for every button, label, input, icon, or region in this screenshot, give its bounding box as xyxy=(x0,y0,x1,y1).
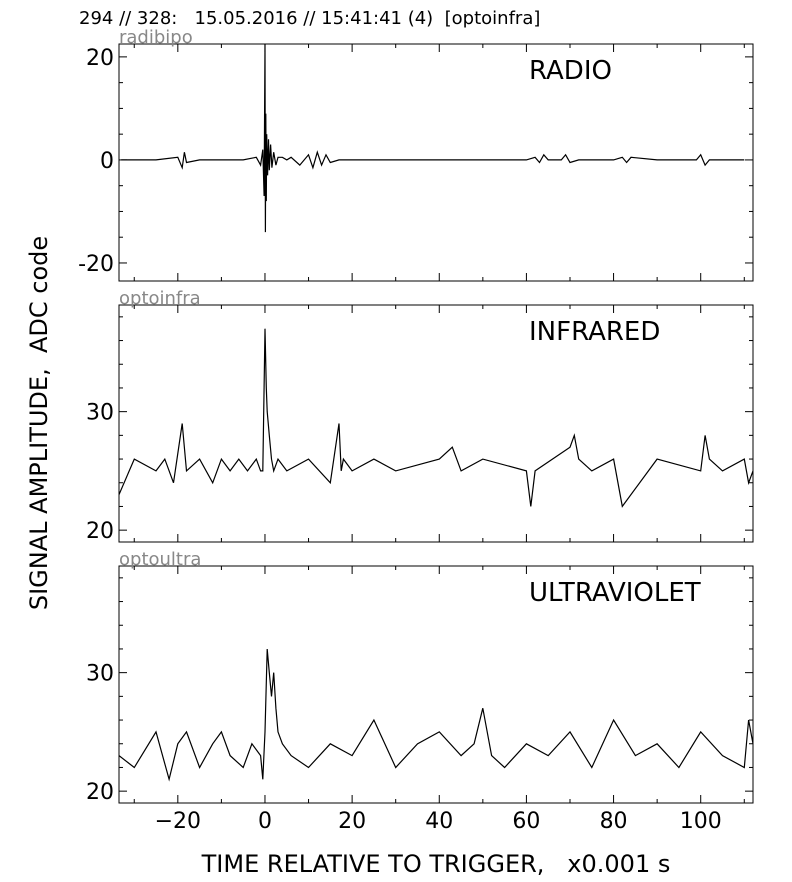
panel-infrared-series-line xyxy=(119,328,753,508)
panel-ultraviolet-ytick-label: 30 xyxy=(86,662,114,687)
xtick-label: 20 xyxy=(338,809,366,834)
xtick-label: 80 xyxy=(600,809,628,834)
panel-radio-ytick-label: -20 xyxy=(78,252,114,277)
chart-header: 294 // 328: 15.05.2016 // 15:41:41 (4) [… xyxy=(79,8,541,29)
panel-ultraviolet-channel-label: optoultra xyxy=(119,549,201,570)
xtick-label: −20 xyxy=(155,809,201,834)
x-axis-label: TIME RELATIVE TO TRIGGER, x0.001 s xyxy=(201,850,671,878)
panel-radio-channel-label: radibipo xyxy=(119,27,193,48)
xtick-label: 40 xyxy=(425,809,453,834)
panel-infrared-ytick-label: 30 xyxy=(86,401,114,426)
panel-radio-title: RADIO xyxy=(529,56,612,86)
panel-ultraviolet-frame xyxy=(118,565,754,804)
panel-infrared-channel-label: optoinfra xyxy=(119,288,201,309)
xtick-label: 100 xyxy=(680,809,722,834)
xtick-label: 60 xyxy=(512,809,540,834)
panel-radio-ytick-label: 0 xyxy=(100,149,114,174)
panel-ultraviolet-series-line xyxy=(119,648,753,782)
panel-radio-frame xyxy=(118,43,754,282)
panel-infrared-ytick-label: 20 xyxy=(86,519,114,544)
xtick-label: 0 xyxy=(258,809,272,834)
panel-ultraviolet-title: ULTRAVIOLET xyxy=(529,578,701,608)
panel-radio-ytick-label: 20 xyxy=(86,46,114,71)
panel-infrared-title: INFRARED xyxy=(529,317,660,347)
panel-infrared-frame xyxy=(118,304,754,543)
y-axis-label: SIGNAL AMPLITUDE, ADC code xyxy=(25,235,53,611)
panel-radio-series-line xyxy=(121,44,745,233)
panel-ultraviolet-ytick-label: 20 xyxy=(86,780,114,805)
